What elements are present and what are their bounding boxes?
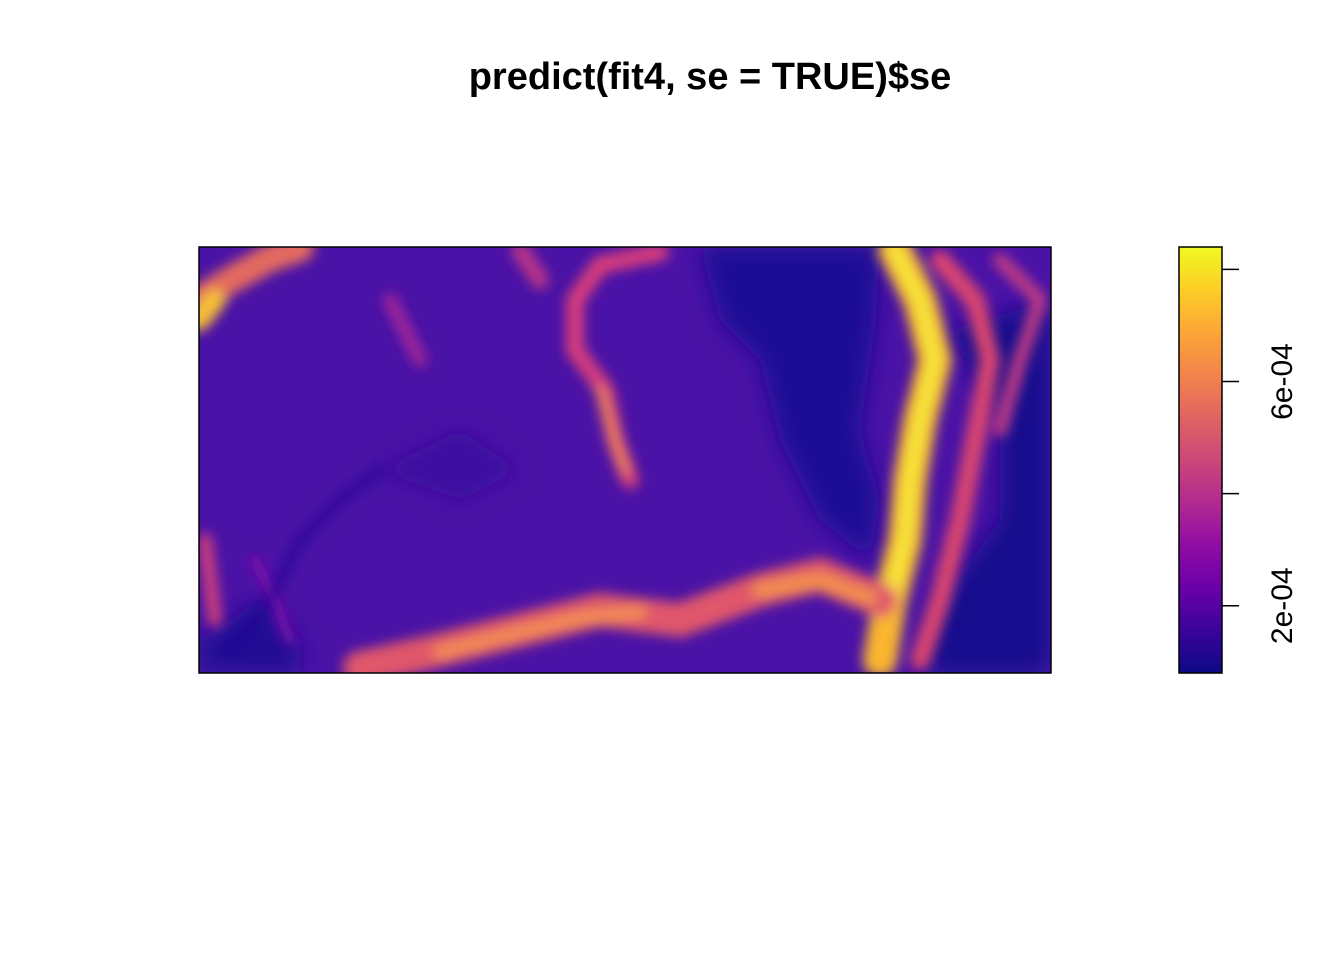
heatmap-low-regions bbox=[199, 247, 1051, 673]
colorbar-gradient bbox=[1179, 247, 1222, 673]
plot-frame bbox=[198, 246, 1052, 674]
heatmap-high-ridges bbox=[199, 247, 1049, 673]
colorbar-tick-label: 2e-04 bbox=[1266, 567, 1299, 644]
colorbar: 2e-04 6e-04 bbox=[1178, 246, 1299, 674]
colorbar-frame bbox=[1178, 246, 1223, 674]
heatmap-dark-channel bbox=[227, 467, 383, 653]
colorbar-tick-label: 6e-04 bbox=[1266, 343, 1299, 420]
chart-title: predict(fit4, se = TRUE)$se bbox=[468, 56, 952, 98]
heatmap-raster bbox=[199, 247, 1051, 673]
colorbar-ticks: 2e-04 6e-04 bbox=[1222, 268, 1299, 644]
